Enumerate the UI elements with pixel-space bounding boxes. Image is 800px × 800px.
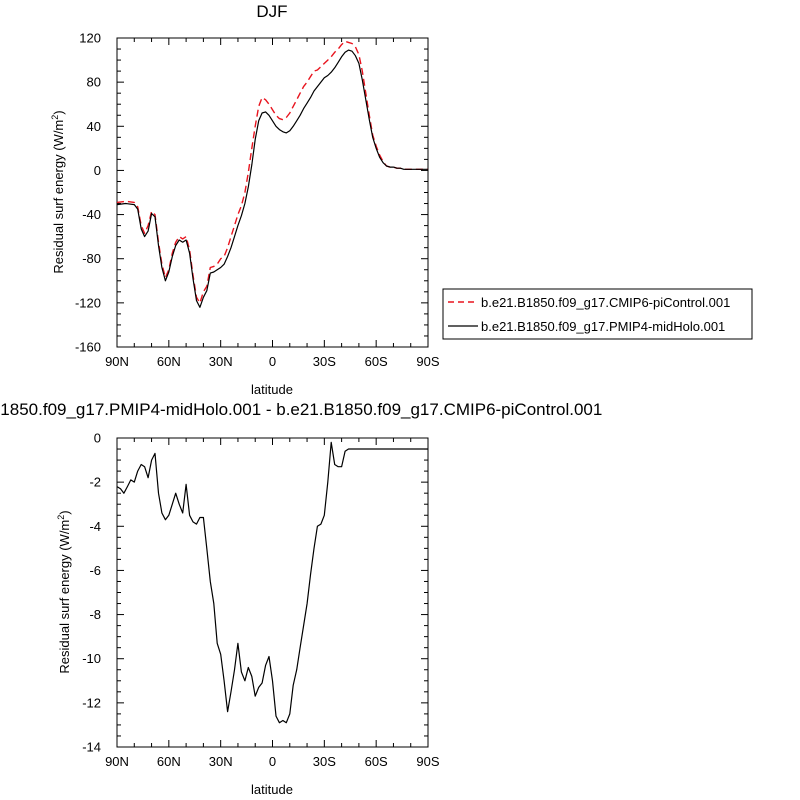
- y-tick-label: -80: [82, 251, 101, 266]
- y-tick-label: 80: [87, 75, 101, 90]
- top-axis-ticks: 90N 60N 30N 0 30S 60S 90S -160 -120 -80 -40 0 40 80 12…: [75, 31, 440, 370]
- x-tick-label: 90S: [416, 354, 439, 369]
- x-tick-label: 90S: [416, 754, 439, 769]
- series-line-picontrol: [116, 40, 428, 304]
- top-x-axis-label: latitude: [251, 382, 293, 397]
- x-tick-label: 0: [269, 354, 276, 369]
- bottom-series-group: [116, 441, 428, 724]
- y-tick-label: -12: [82, 695, 101, 710]
- y-tick-label: -6: [89, 563, 101, 578]
- bottom-plot-frame: [116, 437, 429, 748]
- y-tick-label: 120: [79, 31, 101, 46]
- y-tick-label: -10: [82, 651, 101, 666]
- bottom-x-axis-label: latitude: [251, 782, 293, 797]
- y-tick-label: 40: [87, 119, 101, 134]
- x-tick-label: 90N: [105, 754, 129, 769]
- legend-box: [442, 288, 753, 340]
- x-tick-label: 60N: [157, 354, 181, 369]
- y-tick-label: -4: [89, 519, 101, 534]
- series-line-midholo: [116, 49, 428, 308]
- y-tick-label: -14: [82, 740, 101, 755]
- x-tick-label: 60S: [365, 754, 388, 769]
- y-tick-label: -8: [89, 607, 101, 622]
- y-tick-label: -120: [75, 295, 101, 310]
- top-panel: DJF 90N 60N 30N 0 30S 60S 90S -160 -120 -80 -40 0 40…: [50, 2, 440, 397]
- top-series-group: [116, 40, 428, 308]
- top-plot-frame: [116, 37, 429, 348]
- x-tick-label: 30S: [313, 354, 336, 369]
- bottom-chart-title: b.e21.B1850.f09_g17.PMIP4-midHolo.001 - …: [0, 400, 602, 419]
- x-tick-label: 0: [269, 754, 276, 769]
- legend: b.e21.B1850.f09_g17.CMIP6-piControl.001 …: [442, 288, 753, 340]
- legend-label-picontrol: b.e21.B1850.f09_g17.CMIP6-piControl.001: [481, 295, 730, 310]
- x-tick-label: 30S: [313, 754, 336, 769]
- bottom-y-axis-label: Residual surf energy (W/m2): [56, 510, 72, 673]
- x-tick-label: 90N: [105, 354, 129, 369]
- x-tick-label: 30N: [209, 354, 233, 369]
- y-tick-label: -160: [75, 340, 101, 355]
- top-y-axis-label: Residual surf energy (W/m2): [50, 110, 66, 273]
- y-tick-label: -2: [89, 475, 101, 490]
- bottom-axis-ticks: 90N 60N 30N 0 30S 60S 90S -14 -12 -10 -8 -6 -4 -2 0: [82, 431, 440, 770]
- x-tick-label: 60S: [365, 354, 388, 369]
- legend-label-midholo: b.e21.B1850.f09_g17.PMIP4-midHolo.001: [481, 319, 725, 334]
- top-chart-title: DJF: [256, 2, 287, 21]
- y-tick-label: 0: [94, 163, 101, 178]
- y-tick-label: -40: [82, 207, 101, 222]
- x-tick-label: 60N: [157, 754, 181, 769]
- x-tick-label: 30N: [209, 754, 233, 769]
- y-tick-label: 0: [94, 431, 101, 446]
- series-line-difference: [116, 441, 428, 724]
- bottom-panel: b.e21.B1850.f09_g17.PMIP4-midHolo.001 - …: [0, 400, 602, 797]
